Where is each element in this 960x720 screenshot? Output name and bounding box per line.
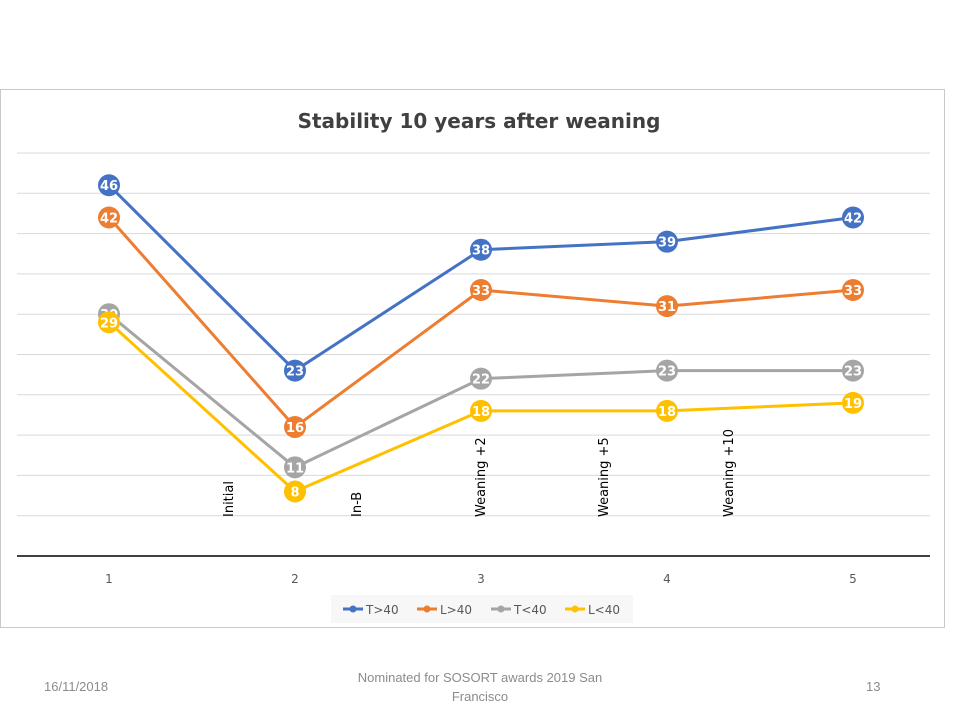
data-point bbox=[656, 359, 678, 382]
legend-label: L>40 bbox=[440, 603, 472, 617]
data-point bbox=[656, 399, 678, 422]
legend-label: T>40 bbox=[365, 603, 399, 617]
data-label: 18 bbox=[658, 405, 676, 420]
footer-caption-line-1: Nominated for SOSORT awards 2019 San bbox=[357, 670, 603, 685]
data-label: 23 bbox=[286, 365, 304, 380]
data-label: 39 bbox=[658, 236, 676, 251]
annotation-label: Weaning +10 bbox=[722, 429, 737, 517]
legend-swatch-marker bbox=[571, 605, 579, 613]
series-markers: 42 16 33 31 33 bbox=[98, 206, 864, 439]
legend: T>40 L>40 T<40 L<40 bbox=[331, 595, 633, 623]
legend-item: L<40 bbox=[565, 603, 620, 617]
data-point bbox=[284, 456, 306, 479]
data-point bbox=[470, 367, 492, 390]
data-label: 22 bbox=[472, 373, 490, 388]
data-point bbox=[98, 174, 120, 197]
x-tick-label: 5 bbox=[849, 572, 857, 586]
footer-caption: Nominated for SOSORT awards 2019 San Fra… bbox=[330, 668, 630, 706]
legend-item: T<40 bbox=[491, 603, 547, 617]
x-tick-label: 4 bbox=[663, 572, 671, 586]
data-label: 16 bbox=[286, 421, 304, 436]
annotation-label: Initial bbox=[222, 481, 237, 517]
data-label: 29 bbox=[100, 316, 118, 331]
legend-item: L>40 bbox=[417, 603, 472, 617]
data-point bbox=[284, 359, 306, 382]
legend-swatch-marker bbox=[349, 605, 357, 613]
annotation-label: Weaning +5 bbox=[597, 437, 612, 517]
data-point bbox=[98, 311, 120, 334]
series-lines: 462338394242163331333011222323298181819 bbox=[98, 174, 864, 503]
gridlines bbox=[17, 152, 930, 517]
footer-caption-line-2: Francisco bbox=[451, 689, 509, 704]
data-label: 42 bbox=[844, 211, 862, 226]
data-point bbox=[842, 206, 864, 229]
data-point bbox=[470, 238, 492, 261]
x-tick-label: 3 bbox=[477, 572, 485, 586]
series-markers: 3011222323 bbox=[98, 303, 864, 479]
data-point bbox=[470, 279, 492, 302]
annotation-label: In-B bbox=[350, 492, 365, 517]
data-label: 19 bbox=[844, 397, 862, 412]
chart-container: Stability 10 years after weaning Initial… bbox=[0, 89, 945, 628]
annotation-label: Weaning +2 bbox=[474, 437, 489, 517]
data-point bbox=[656, 295, 678, 318]
data-label: 33 bbox=[844, 284, 862, 299]
annotations: Initial In-B Weaning +2 Weaning +5 Weaning +… bbox=[222, 429, 737, 517]
data-label: 33 bbox=[472, 284, 490, 299]
data-point bbox=[656, 230, 678, 253]
legend-swatch-marker bbox=[497, 605, 505, 613]
series-markers: 29 8 18 18 19 bbox=[98, 311, 864, 503]
data-label: 8 bbox=[290, 486, 299, 501]
data-label: 38 bbox=[472, 244, 490, 259]
data-label: 23 bbox=[658, 365, 676, 380]
footer-date: 16/11/2018 bbox=[44, 679, 109, 694]
x-tick-label: 2 bbox=[291, 572, 299, 586]
data-point bbox=[284, 480, 306, 503]
data-point bbox=[284, 416, 306, 439]
data-point bbox=[98, 206, 120, 229]
data-point bbox=[470, 399, 492, 422]
data-point bbox=[842, 279, 864, 302]
legend-label: L<40 bbox=[588, 603, 620, 617]
chart-title: Stability 10 years after weaning bbox=[298, 109, 661, 133]
data-label: 23 bbox=[844, 365, 862, 380]
data-point bbox=[842, 391, 864, 414]
data-label: 31 bbox=[658, 300, 676, 315]
x-tick-label: 1 bbox=[105, 572, 113, 586]
data-label: 46 bbox=[100, 179, 118, 194]
x-axis: 1 2 3 4 5 bbox=[17, 555, 930, 586]
slide-number: 13 bbox=[866, 679, 881, 694]
data-label: 42 bbox=[100, 211, 118, 226]
data-label: 11 bbox=[286, 461, 304, 476]
legend-swatch-marker bbox=[423, 605, 431, 613]
series-markers: 46 23 38 39 42 bbox=[98, 174, 864, 382]
legend-label: T<40 bbox=[513, 603, 547, 617]
line-chart: Stability 10 years after weaning Initial… bbox=[17, 109, 930, 623]
data-label: 18 bbox=[472, 405, 490, 420]
data-point bbox=[842, 359, 864, 382]
legend-item: T>40 bbox=[343, 603, 399, 617]
